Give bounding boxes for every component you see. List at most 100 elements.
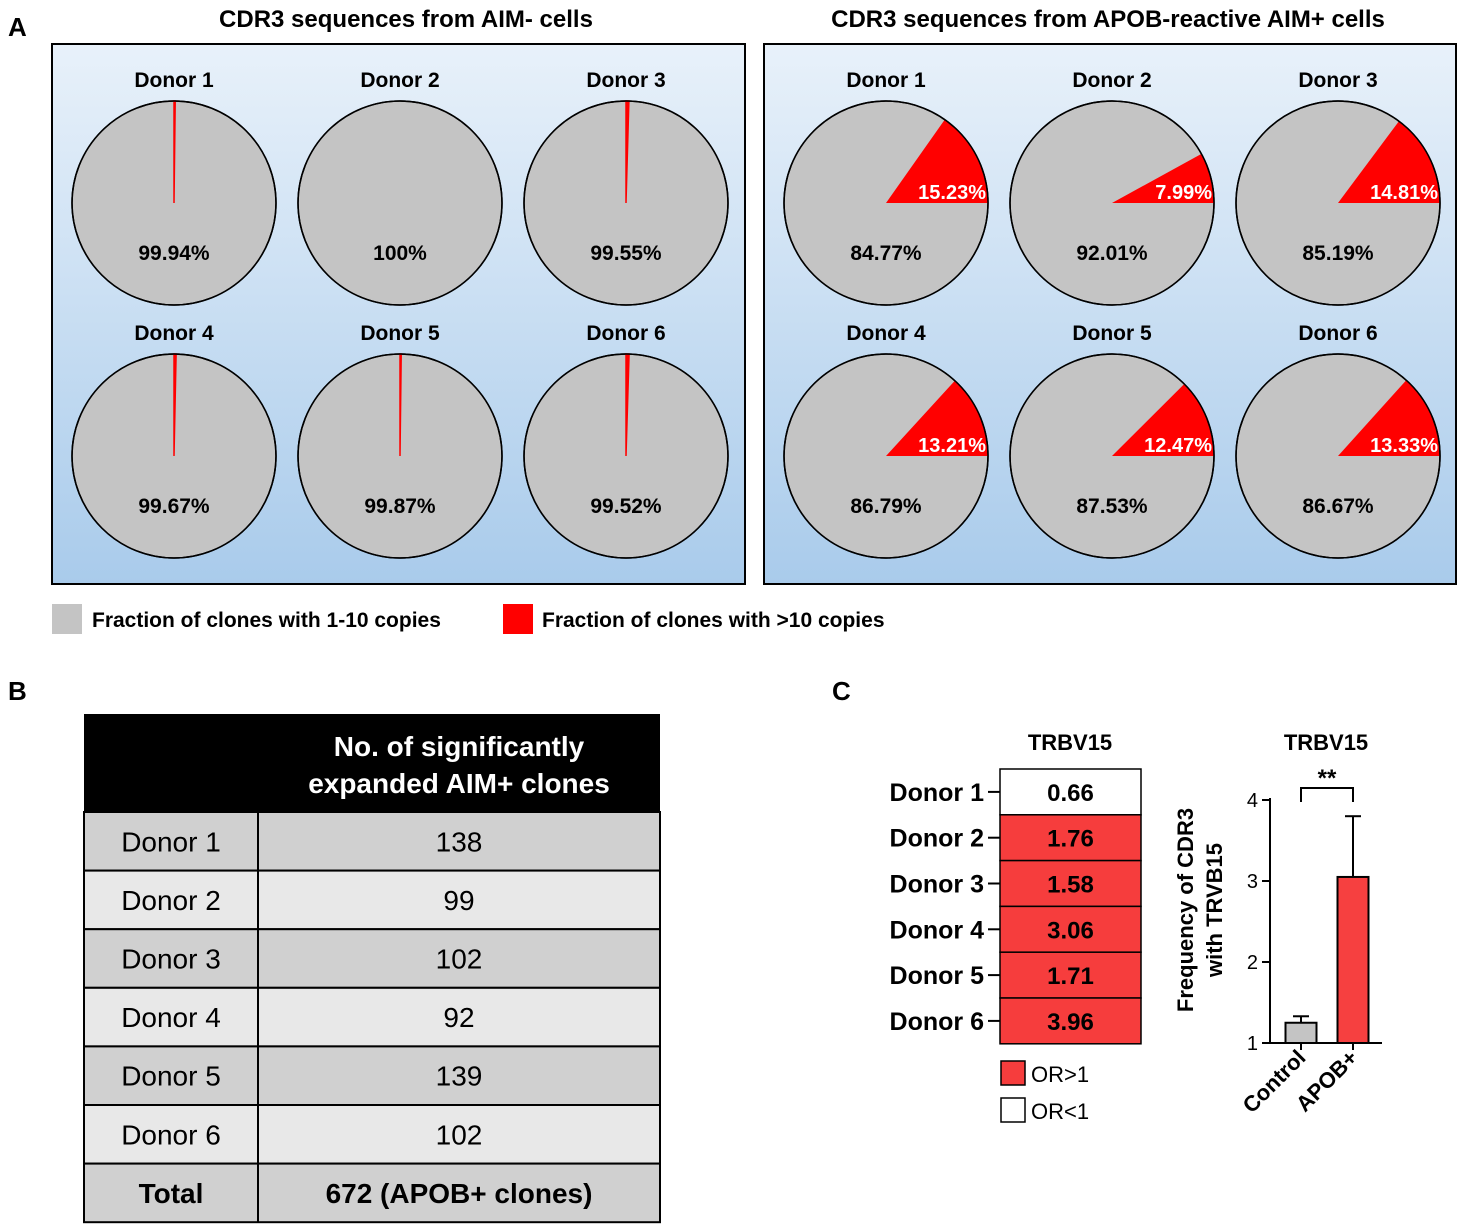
table-cell-count: 99 [443, 885, 474, 916]
legend-swatch-or-greater [1000, 1060, 1026, 1086]
table-cell-donor: Donor 1 [121, 826, 221, 857]
pie-donor-label: Donor 1 [134, 69, 214, 92]
pie-small-label: 85.19% [1302, 242, 1374, 265]
heatmap-cell [999, 768, 1142, 816]
bar-control [1284, 1021, 1318, 1044]
pie-donor-label: Donor 2 [360, 69, 439, 92]
table-row-bg [83, 986, 661, 1048]
table-cell-donor: Donor 5 [121, 1061, 221, 1092]
pie-small-label: 100% [373, 242, 427, 265]
heatmap-row-label: Donor 1 [890, 779, 985, 807]
pie-outline [1009, 353, 1215, 559]
table-cell-count: 102 [436, 944, 483, 975]
heatmap-cell [999, 997, 1142, 1045]
pie-small-label: 92.01% [1076, 242, 1148, 265]
pie-outline [783, 353, 989, 559]
pie-small-label: 86.79% [850, 495, 922, 518]
table-cell-count: 672 (APOB+ clones) [326, 1178, 593, 1209]
pie-2: Donor 2 100% [297, 69, 503, 306]
table-cell-donor: Donor 3 [121, 944, 221, 975]
pie-donor-label: Donor 5 [360, 322, 440, 345]
pie-5: Donor 5 12.47% 87.53% [1009, 322, 1215, 559]
significance-label: ** [1318, 765, 1337, 792]
table-row-bg [83, 928, 661, 989]
pie-outline [71, 353, 277, 559]
pie-small-label: 99.52% [590, 495, 662, 518]
pie-outline [1235, 100, 1441, 306]
table-header-line-2: expanded AIM+ clones [308, 768, 610, 799]
pie-slice-expanded-clones [1338, 121, 1440, 203]
pie-1: Donor 1 99.94% [71, 69, 277, 306]
pie-6: Donor 6 13.33% 86.67% [1235, 322, 1441, 559]
pie-outline [523, 100, 729, 306]
heatmap-row-label: Donor 2 [890, 825, 984, 853]
pie-small-label: 86.67% [1302, 495, 1374, 518]
pie-expanded-label: 7.99% [1155, 182, 1212, 204]
table-cell-donor: Donor 4 [121, 1002, 221, 1033]
pie-outline [297, 100, 503, 306]
heatmap-cell-value: 0.66 [1047, 780, 1094, 807]
heatmap-row-label: Donor 3 [890, 871, 984, 899]
pie-3: Donor 3 99.55% [523, 69, 729, 306]
table-cell-donor: Donor 2 [121, 885, 221, 916]
pie-donor-label: Donor 4 [134, 322, 214, 345]
pie-outline [783, 100, 989, 306]
legend-swatch-expanded-clones [503, 604, 533, 634]
heatmap-cell-value: 3.06 [1047, 917, 1094, 944]
table-cell-donor: Total [139, 1178, 204, 1209]
pie-donor-label: Donor 5 [1072, 322, 1152, 345]
table-row: Donor 6 102 [83, 1104, 661, 1165]
pie-outline [1235, 353, 1441, 559]
pie-donor-label: Donor 4 [846, 322, 926, 345]
y-tick-label: 2 [1247, 952, 1258, 974]
pie-expanded-label: 13.21% [918, 435, 986, 457]
y-tick-label: 4 [1247, 790, 1258, 812]
table-header [84, 714, 660, 812]
table-row-bg [83, 1045, 661, 1107]
heatmap-cell-value: 1.71 [1047, 963, 1094, 990]
pie-slice-small-clones [297, 100, 503, 306]
legend-swatch-or-less [1000, 1097, 1026, 1123]
heatmap-cell-value: 1.58 [1047, 872, 1094, 899]
pie-outline [297, 353, 503, 559]
heatmap-cell-value: 1.76 [1047, 826, 1094, 853]
pie-donor-label: Donor 2 [1072, 69, 1151, 92]
y-tick-label: 1 [1247, 1033, 1258, 1055]
legend-label-or-greater: OR>1 [1031, 1062, 1089, 1087]
heatmap-row-label: Donor 4 [890, 916, 985, 944]
table-row-bg [83, 1104, 661, 1165]
pie-slice-expanded-clones [1338, 380, 1440, 456]
table-cell-count: 138 [436, 826, 483, 857]
table-row: Donor 1 138 [83, 811, 661, 872]
table-row: Donor 2 99 [83, 869, 661, 931]
pie-grid-apob-aim-positive: Donor 115.23%84.77%Donor 27.99%92.01%Don… [783, 69, 1441, 559]
heatmap-row-label: Donor 5 [890, 962, 985, 990]
pie-outline [1009, 100, 1215, 306]
expanded-clones-table: No. of significantly expanded AIM+ clones… [83, 714, 661, 1224]
panel-a-right-title: CDR3 sequences from APOB-reactive AIM+ c… [831, 6, 1385, 33]
pie-4: Donor 4 13.21% 86.79% [783, 322, 989, 559]
table-row: Donor 5 139 [83, 1045, 661, 1107]
pie-small-label: 87.53% [1076, 495, 1148, 518]
bar-chart-title: TRBV15 [1284, 730, 1368, 755]
pie-5: Donor 5 99.87% [297, 322, 503, 559]
legend-label-or-less: OR<1 [1031, 1099, 1089, 1124]
panel-a-left-title: CDR3 sequences from AIM- cells [219, 6, 593, 33]
y-axis-label-line-2: with TRVB15 [1202, 843, 1227, 978]
table-row-bg [83, 1162, 661, 1224]
y-axis-label-line-1: Frequency of CDR3 [1173, 808, 1198, 1012]
panel-letter-c: C [832, 676, 851, 706]
heatmap-row-label: Donor 6 [890, 1008, 984, 1036]
pie-4: Donor 4 99.67% [71, 322, 277, 559]
legend-label-small-clones: Fraction of clones with 1-10 copies [92, 609, 441, 632]
pie-2: Donor 2 7.99% 92.01% [1009, 69, 1215, 306]
pie-donor-label: Donor 1 [846, 69, 926, 92]
pie-donor-label: Donor 6 [1298, 322, 1377, 345]
pie-small-label: 84.77% [850, 242, 922, 265]
table-row: Donor 3 102 [83, 928, 661, 989]
pie-slice-expanded-clones [1112, 153, 1214, 203]
heatmap-cell-value: 3.96 [1047, 1009, 1094, 1036]
